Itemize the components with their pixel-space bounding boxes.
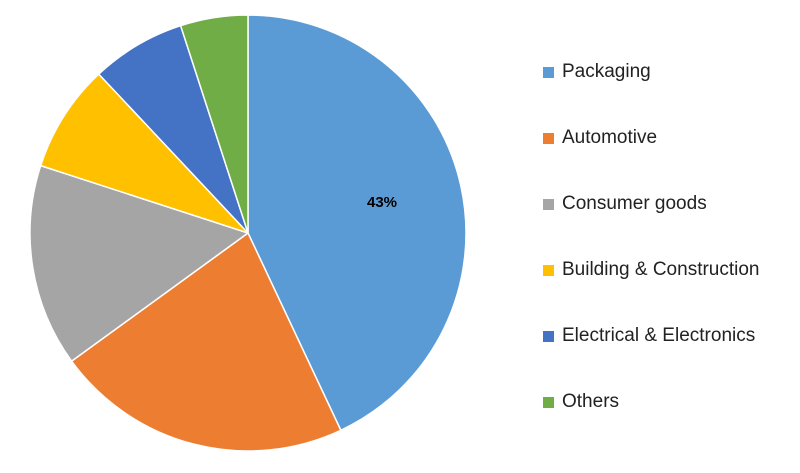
- pie-chart: 43%: [29, 14, 467, 452]
- legend-label: Packaging: [562, 61, 651, 82]
- pie-slice-automotive: [70, 232, 342, 452]
- legend-swatch: [543, 330, 554, 342]
- legend-label: Electrical & Electronics: [562, 325, 756, 346]
- legend-item-others: Others: [543, 369, 760, 435]
- legend-label: Automotive: [562, 127, 658, 148]
- legend-item-electrical-and-electronics: Electrical & Electronics: [543, 303, 760, 369]
- legend-swatch: [543, 132, 554, 144]
- legend-item-consumer-goods: Consumer goods: [543, 171, 760, 237]
- legend-swatch: [543, 396, 554, 408]
- data-label-packaging: 43%: [367, 194, 397, 211]
- legend-swatch: [543, 198, 554, 210]
- legend-label: Others: [562, 391, 620, 412]
- legend-swatch: [543, 66, 554, 78]
- pie-slice-packaging: [247, 14, 467, 431]
- legend-swatch: [543, 264, 554, 276]
- pie-slice-others: [179, 14, 249, 234]
- legend-item-building-and-construction: Building & Construction: [543, 237, 760, 303]
- legend-item-packaging: Packaging: [543, 39, 760, 105]
- legend-label: Building & Construction: [562, 259, 760, 280]
- legend-label: Consumer goods: [562, 193, 707, 214]
- chart-legend: Packaging Automotive Consumer goods Buildin…: [543, 39, 760, 435]
- pie-slice-building-and-construction: [39, 73, 249, 234]
- pie-slice-consumer-goods: [29, 164, 249, 362]
- legend-item-automotive: Automotive: [543, 105, 760, 171]
